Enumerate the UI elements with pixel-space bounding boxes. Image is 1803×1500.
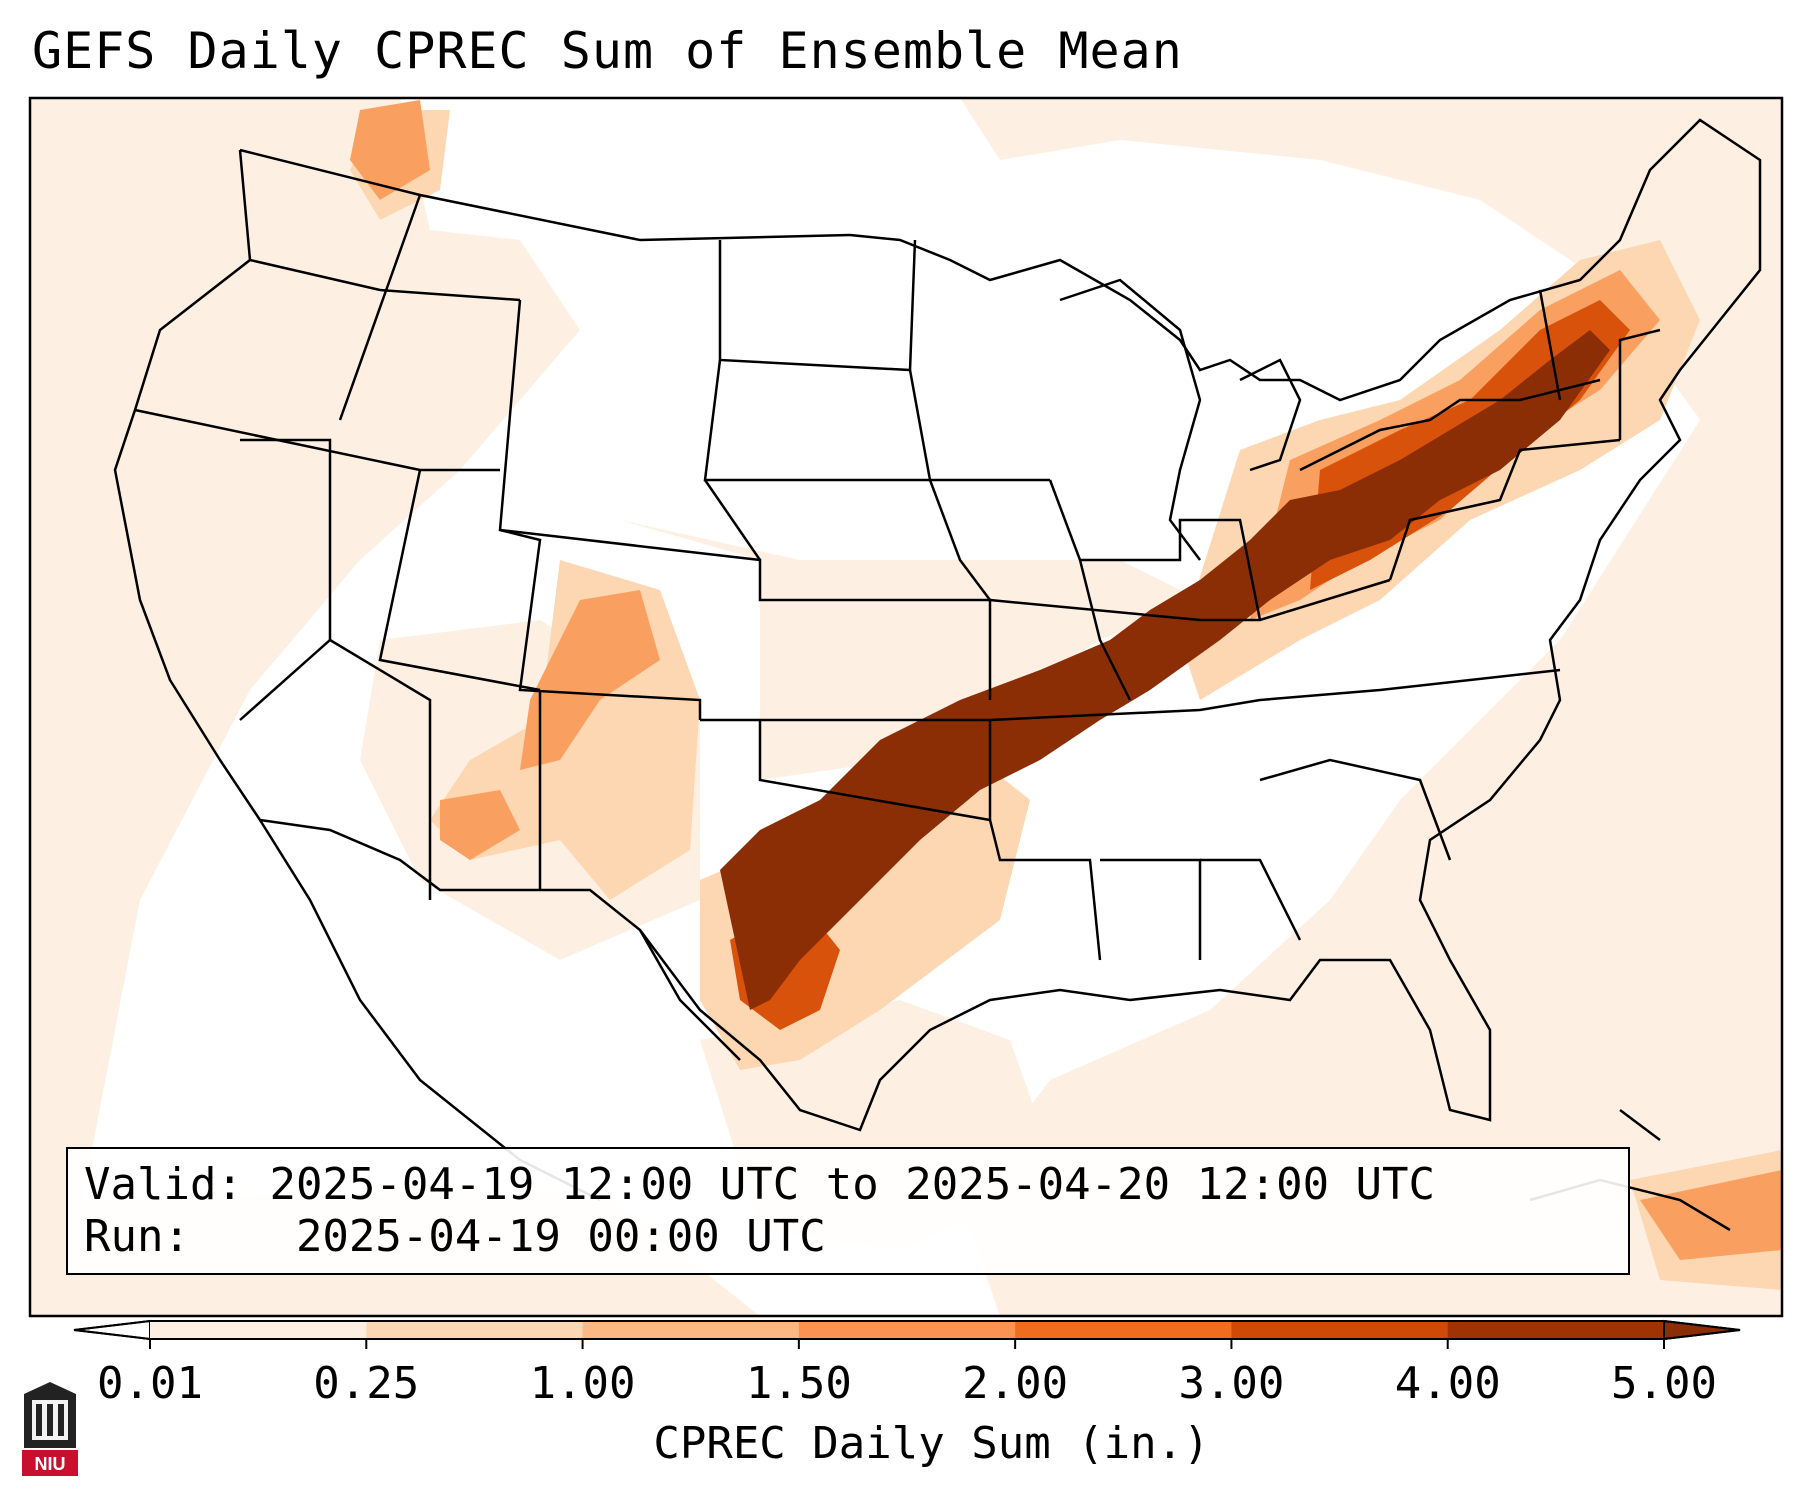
colorbar-tick-label: 3.00 (1178, 1358, 1285, 1409)
colorbar-segment (1015, 1321, 1232, 1339)
colorbar-extend-low (73, 1319, 151, 1341)
valid-line: Valid: 2025-04-19 12:00 UTC to 2025-04-2… (84, 1159, 1435, 1210)
run-line: Run: 2025-04-19 00:00 UTC (84, 1211, 826, 1262)
colorbar (73, 1319, 1741, 1349)
colorbar-extend-high (1663, 1319, 1741, 1341)
colorbar-tick-label: 4.00 (1394, 1358, 1501, 1409)
map-boundaries (113, 118, 1762, 1232)
colorbar-segment (1447, 1321, 1665, 1339)
colorbar-tick-label: 0.01 (97, 1358, 203, 1409)
colorbar-tick-label: 1.50 (745, 1358, 852, 1409)
colorbar-segment (150, 1321, 367, 1339)
colorbar-tick-label: 1.00 (529, 1358, 636, 1409)
map-frame (28, 96, 1784, 1318)
precip-heavy-band (720, 330, 1610, 1010)
colorbar-segment (366, 1321, 584, 1339)
run-value: 2025-04-19 00:00 UTC (295, 1211, 826, 1262)
chart-title: GEFS Daily CPREC Sum of Ensemble Mean (32, 22, 1183, 80)
info-box: Valid: 2025-04-19 12:00 UTC to 2025-04-2… (66, 1147, 1630, 1275)
run-label: Run: (84, 1211, 190, 1262)
niu-building-icon: NIU (22, 1382, 78, 1476)
colorbar-tick-label: 0.25 (313, 1358, 420, 1409)
valid-value: 2025-04-19 12:00 UTC to 2025-04-20 12:00… (269, 1159, 1436, 1210)
valid-label: Valid: (84, 1159, 243, 1210)
colorbar-tick-label: 5.00 (1611, 1358, 1717, 1409)
colorbar-segment (582, 1321, 800, 1339)
colorbar-segment (798, 1321, 1016, 1339)
colorbar-tick-label: 2.00 (962, 1358, 1069, 1409)
colorbar-label: CPREC Daily Sum (in.) (653, 1418, 1210, 1469)
colorbar-segment (1231, 1321, 1449, 1339)
logo-text: NIU (35, 1454, 66, 1474)
